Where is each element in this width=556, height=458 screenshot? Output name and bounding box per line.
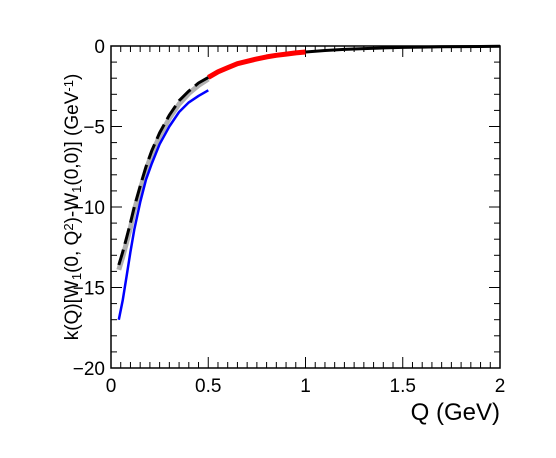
x-tick-label: 1 [300,376,311,397]
y-tick-label: −15 [73,279,105,300]
y-tick-label: 0 [94,37,105,58]
series-line-1 [117,89,209,320]
plot-frame [110,45,501,369]
x-tick-label: 0 [106,376,117,397]
series-line-3 [207,49,306,80]
x-tick-label: 2 [495,376,506,397]
tick-labels: 0 0.5 1 1.5 2 −20 −15 −10 −5 0 [73,37,506,397]
x-axis-title: Q (GeV) [411,399,500,426]
axis-ticks [110,45,501,369]
x-tick-label: 0.5 [195,376,221,397]
y-tick-label: −10 [73,198,105,219]
y-tick-label: −5 [83,118,105,139]
series-line-4 [305,44,501,54]
series-line-2 [117,76,210,266]
x-tick-label: 1.5 [390,376,416,397]
y-axis-title: k(Q)[W1(0, Q2)-W1(0,0)] (GeV-1) [61,74,84,341]
y-tick-label: −20 [73,359,105,380]
series-layer [116,44,501,320]
